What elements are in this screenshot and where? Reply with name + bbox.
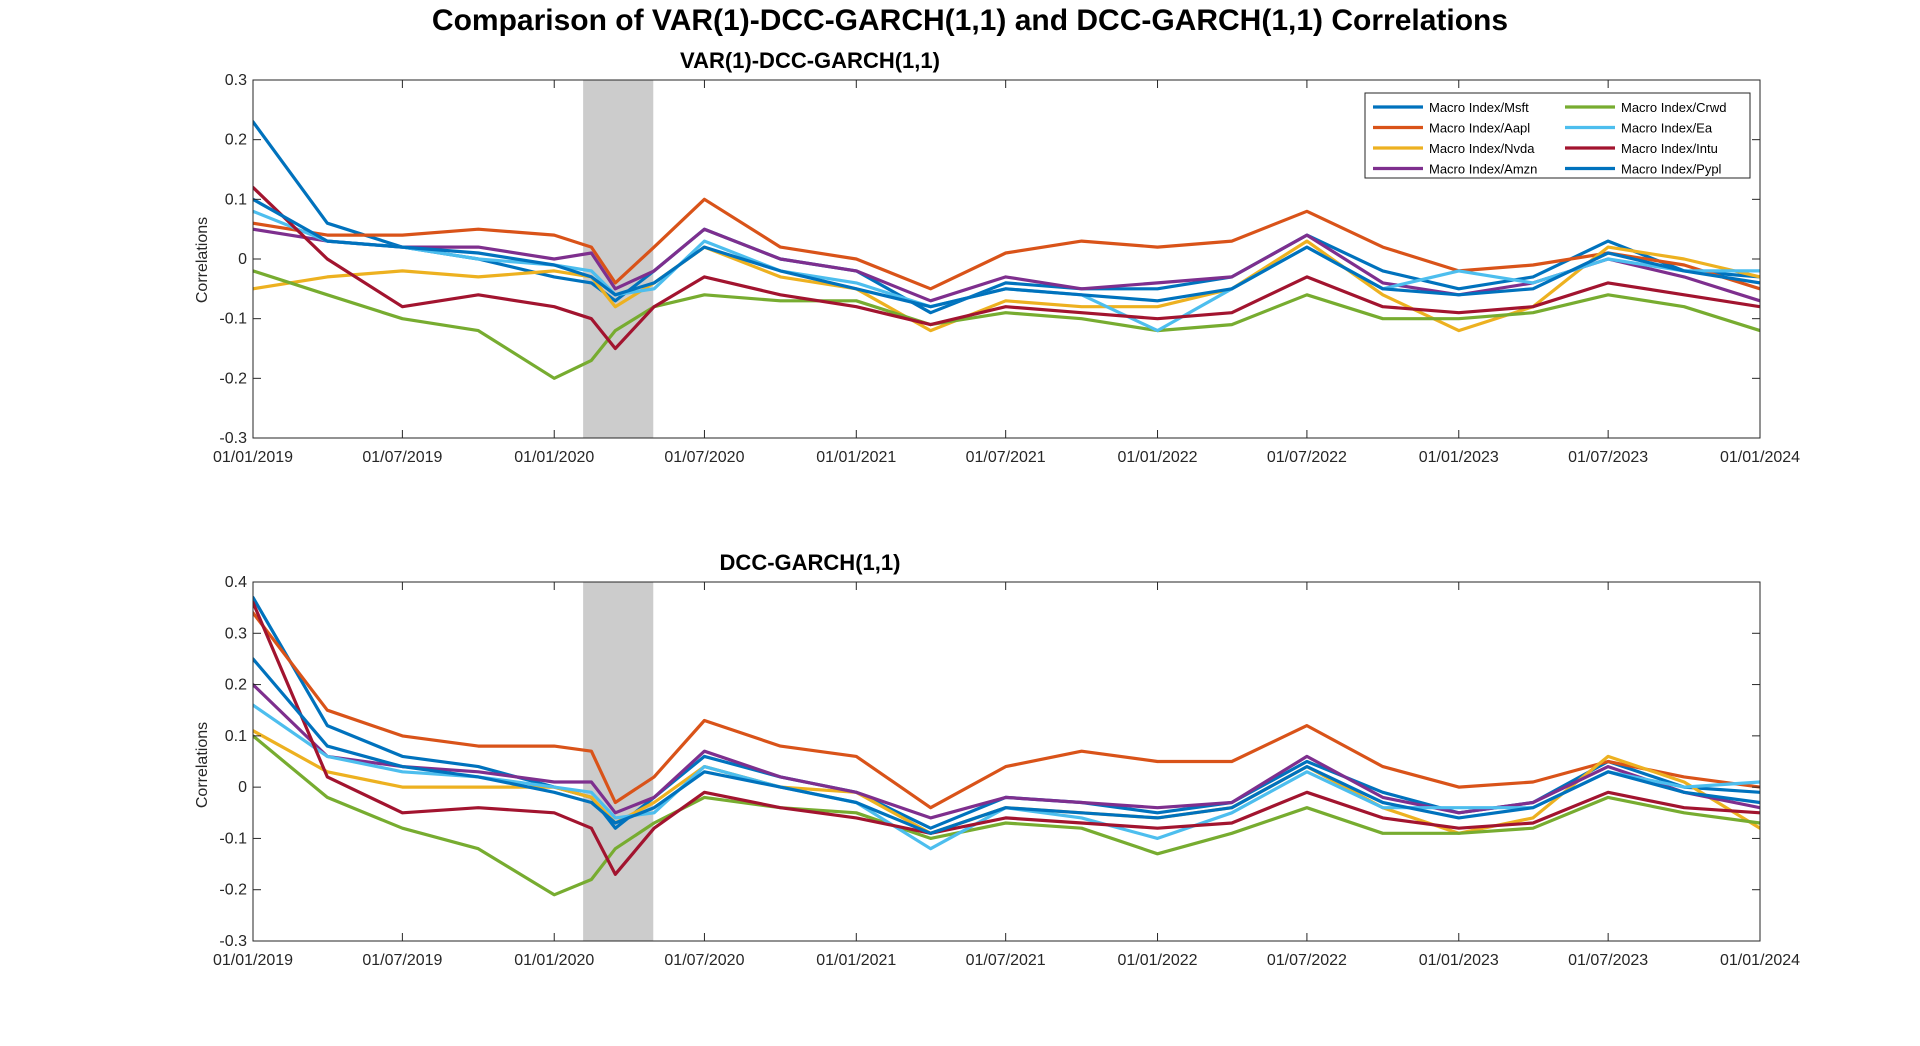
x-tick-label: 01/01/2022	[1117, 449, 1197, 466]
series-line-1	[253, 197, 1760, 291]
x-tick-label: 01/01/2019	[213, 952, 293, 969]
legend-label: Macro Index/Amzn	[1429, 162, 1537, 177]
series-line-1	[253, 611, 1760, 810]
y-tick-label: 0	[238, 251, 247, 268]
y-tick-label: -0.1	[219, 830, 247, 847]
x-tick-label: 01/01/2021	[816, 952, 896, 969]
x-tick-label: 01/01/2023	[1419, 449, 1499, 466]
series-line-4	[253, 734, 1760, 897]
series-line-3	[253, 227, 1760, 303]
x-tick-label: 01/07/2020	[664, 449, 744, 466]
y-tick-label: -0.2	[219, 882, 247, 899]
legend-label: Macro Index/Pypl	[1621, 162, 1722, 177]
series-line-6	[253, 185, 1760, 351]
subplot-top-ylabel: Correlations	[194, 217, 211, 303]
legend-label: Macro Index/Intu	[1621, 141, 1718, 156]
x-tick-label: 01/01/2021	[816, 449, 896, 466]
plot-area-top: -0.3 -0.2 -0.1 0 0.1 0.2 0.3 01/01/2019 01/07/20…	[213, 72, 1800, 466]
series-line-0	[253, 120, 1760, 315]
series-group	[253, 120, 1760, 380]
legend-label: Macro Index/Aapl	[1429, 121, 1530, 136]
legend-label: Macro Index/Nvda	[1429, 141, 1535, 156]
legend: Macro Index/Msft Macro Index/Aapl Macro In…	[1364, 92, 1751, 179]
x-tick-label: 01/07/2022	[1267, 449, 1347, 466]
x-tick-label: 01/07/2019	[362, 449, 442, 466]
x-tick-label: 01/01/2020	[514, 449, 594, 466]
legend-box	[1364, 92, 1751, 179]
y-tick-label: 0.4	[225, 574, 247, 591]
subplot-bottom: DCC-GARCH(1,1) Correlations -0.3 -0.2 -0.1…	[194, 550, 1800, 969]
y-tick-label: 0	[238, 779, 247, 796]
y-tick-label: 0.2	[225, 132, 247, 149]
x-tick-label: 01/07/2020	[664, 952, 744, 969]
x-tick-label: 01/01/2024	[1720, 952, 1800, 969]
x-tick-label: 01/07/2023	[1568, 952, 1648, 969]
subplot-top-title: VAR(1)-DCC-GARCH(1,1)	[680, 48, 940, 73]
y-tick-label: -0.1	[219, 311, 247, 328]
x-tick-label: 01/07/2023	[1568, 449, 1648, 466]
series-line-7	[253, 657, 1760, 835]
y-tick-label: -0.3	[219, 933, 247, 950]
x-tick-label: 01/07/2019	[362, 952, 442, 969]
x-tick-label: 01/01/2019	[213, 449, 293, 466]
x-tick-label: 01/01/2022	[1117, 952, 1197, 969]
x-tick-label: 01/01/2024	[1720, 449, 1800, 466]
y-tick-label: -0.2	[219, 370, 247, 387]
plot-background	[253, 582, 1760, 941]
y-tick-label: 0.2	[225, 677, 247, 694]
y-tick-label: -0.3	[219, 430, 247, 447]
axes-frame	[252, 581, 1761, 942]
series-line-7	[253, 197, 1760, 309]
x-tick-label: 01/01/2020	[514, 952, 594, 969]
figure-title: Comparison of VAR(1)-DCC-GARCH(1,1) and …	[432, 4, 1508, 37]
series-line-2	[253, 239, 1760, 333]
subplot-top: VAR(1)-DCC-GARCH(1,1) Correlations -0.3-…	[194, 48, 1800, 466]
x-tick-label: 01/07/2022	[1267, 952, 1347, 969]
shaded-region	[583, 582, 654, 941]
y-tick-label: 0.3	[225, 72, 247, 89]
subplot-bottom-ylabel: Correlations	[194, 722, 211, 808]
legend-label: Macro Index/Ea	[1621, 121, 1713, 136]
x-tick-label: 01/01/2023	[1419, 952, 1499, 969]
y-tick-label: 0.1	[225, 728, 247, 745]
y-tick-label: 0.3	[225, 625, 247, 642]
x-tick-label: 01/07/2021	[966, 952, 1046, 969]
x-tick-label: 01/07/2021	[966, 449, 1046, 466]
plot-area-bottom: -0.3 -0.2 -0.1 0 0.1 0.2 0.3 0.4 01/01/2019 01/07…	[213, 574, 1800, 969]
legend-label: Macro Index/Msft	[1429, 100, 1529, 115]
series-line-3	[253, 683, 1760, 820]
series-line-5	[253, 703, 1760, 851]
series-group	[253, 595, 1760, 897]
subplot-bottom-title: DCC-GARCH(1,1)	[720, 550, 901, 575]
legend-label: Macro Index/Crwd	[1621, 100, 1726, 115]
y-tick-label: 0.1	[225, 191, 247, 208]
